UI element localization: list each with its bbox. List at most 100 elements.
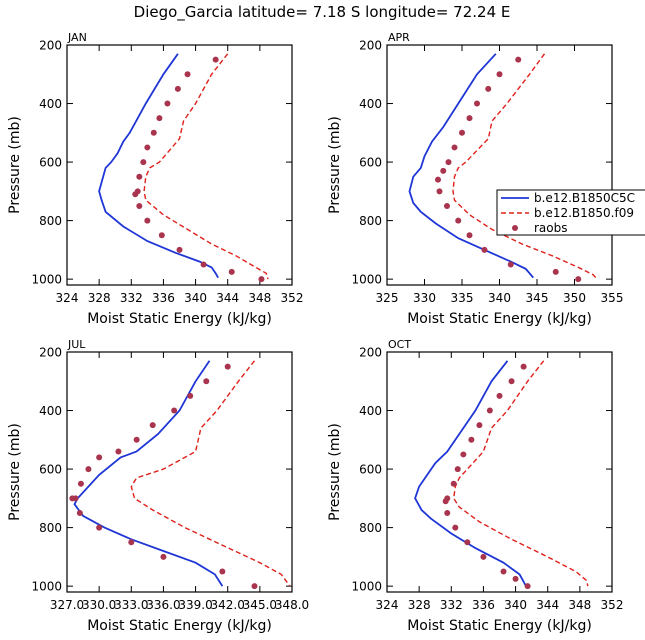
raobs-point [454,466,461,473]
raobs-point [144,144,151,151]
raobs-point [136,173,143,180]
raobs-point [459,129,465,136]
raobs-point [212,56,219,63]
raobs-point [512,575,519,582]
y-tick-label: 600 [39,463,62,477]
y-tick-label: 800 [39,521,62,535]
raobs-point [150,129,157,136]
plot-frame [66,44,293,286]
y-tick-label: 1000 [351,273,382,287]
x-tick-label: 350 [563,291,586,305]
raobs-point [140,159,147,166]
legend-label: b.e12.B1850.f09 [534,206,634,220]
raobs-point [149,422,156,429]
x-tick-label: 348.0 [275,598,309,612]
raobs-point [251,583,258,590]
x-tick-label: 339.0 [178,598,212,612]
y-tick-label: 1000 [351,580,382,594]
raobs-point [436,188,443,195]
x-tick-label: 328 [88,291,111,305]
raobs-point [85,466,92,473]
raobs-point [552,268,559,275]
y-tick-label: 800 [39,214,62,228]
series-line-b1850c5c [98,53,219,279]
x-tick-label: 332 [440,598,463,612]
raobs-point [485,85,492,92]
x-tick-label: 336.0 [146,598,180,612]
x-tick-label: 325 [376,291,399,305]
y-axis-label: Pressure (mb) [7,423,23,521]
plot-frame [386,351,613,593]
raobs-point [203,378,210,385]
raobs-point [133,436,140,443]
raobs-point [481,246,488,253]
y-tick-label: 400 [39,404,62,418]
panel-label: JAN [67,31,87,44]
plot-frame [66,351,293,593]
x-tick-label: 332 [120,291,143,305]
raobs-point [164,100,171,107]
series-line-b1850-f09 [452,360,589,587]
raobs-point [224,363,231,370]
raobs-point [468,436,475,443]
x-tick-label: 330.0 [82,598,116,612]
raobs-point [445,159,452,166]
legend-swatch-marker [512,225,518,231]
panel-label: APR [388,31,410,44]
series-line-b1850-f09 [130,360,291,587]
raobs-point [474,100,480,107]
x-tick-label: 352 [281,291,304,305]
raobs-point [507,261,514,268]
raobs-point [442,498,449,505]
series-group [98,53,269,283]
x-tick-label: 330 [413,291,436,305]
panel-label: JUL [67,338,86,351]
raobs-point [228,268,235,275]
panel-jul: JUL 327.0330.0333.0336.0339.0342.0345.034… [7,338,309,634]
y-tick-label: 200 [39,346,62,360]
x-tick-label: 344 [536,598,559,612]
y-axis-label: Pressure (mb) [7,116,23,214]
raobs-point [464,539,471,546]
x-tick-label: 340 [488,291,511,305]
x-tick-label: 328 [408,598,431,612]
y-tick-label: 800 [359,214,382,228]
raobs-point [187,392,194,399]
series-group [69,360,291,590]
x-tick-label: 352 [601,598,624,612]
y-tick-label: 400 [359,404,382,418]
raobs-point [435,176,441,183]
series-group [408,53,598,283]
raobs-point [466,115,473,122]
x-tick-label: 345.0 [243,598,277,612]
raobs-point [115,448,122,455]
raobs-point [96,524,103,531]
raobs-point [486,407,493,414]
raobs-point [451,144,458,151]
panel-jan: JAN 324 328 332 336 340 344 348 352 200 400 600 800 1… [7,31,303,327]
x-tick-label: 324 [376,598,399,612]
x-tick-label: 345 [526,291,549,305]
x-tick-label: 340 [504,598,527,612]
raobs-point [520,363,527,370]
raobs-point [476,422,483,429]
x-tick-label: 333.0 [114,598,148,612]
raobs-point [160,553,167,560]
raobs-point [96,454,103,461]
raobs-point [171,407,178,414]
raobs-point [500,568,507,575]
raobs-point [508,378,515,385]
raobs-point [219,568,226,575]
y-tick-label: 800 [359,521,382,535]
series-line-b1850c5c [414,360,527,587]
y-tick-label: 1000 [31,580,62,594]
raobs-point [174,85,181,92]
raobs-point [524,583,531,590]
x-tick-label: 335 [451,291,474,305]
raobs-point [450,480,457,487]
x-tick-label: 342.0 [211,598,245,612]
raobs-point [575,276,582,283]
x-tick-label: 336 [152,291,175,305]
